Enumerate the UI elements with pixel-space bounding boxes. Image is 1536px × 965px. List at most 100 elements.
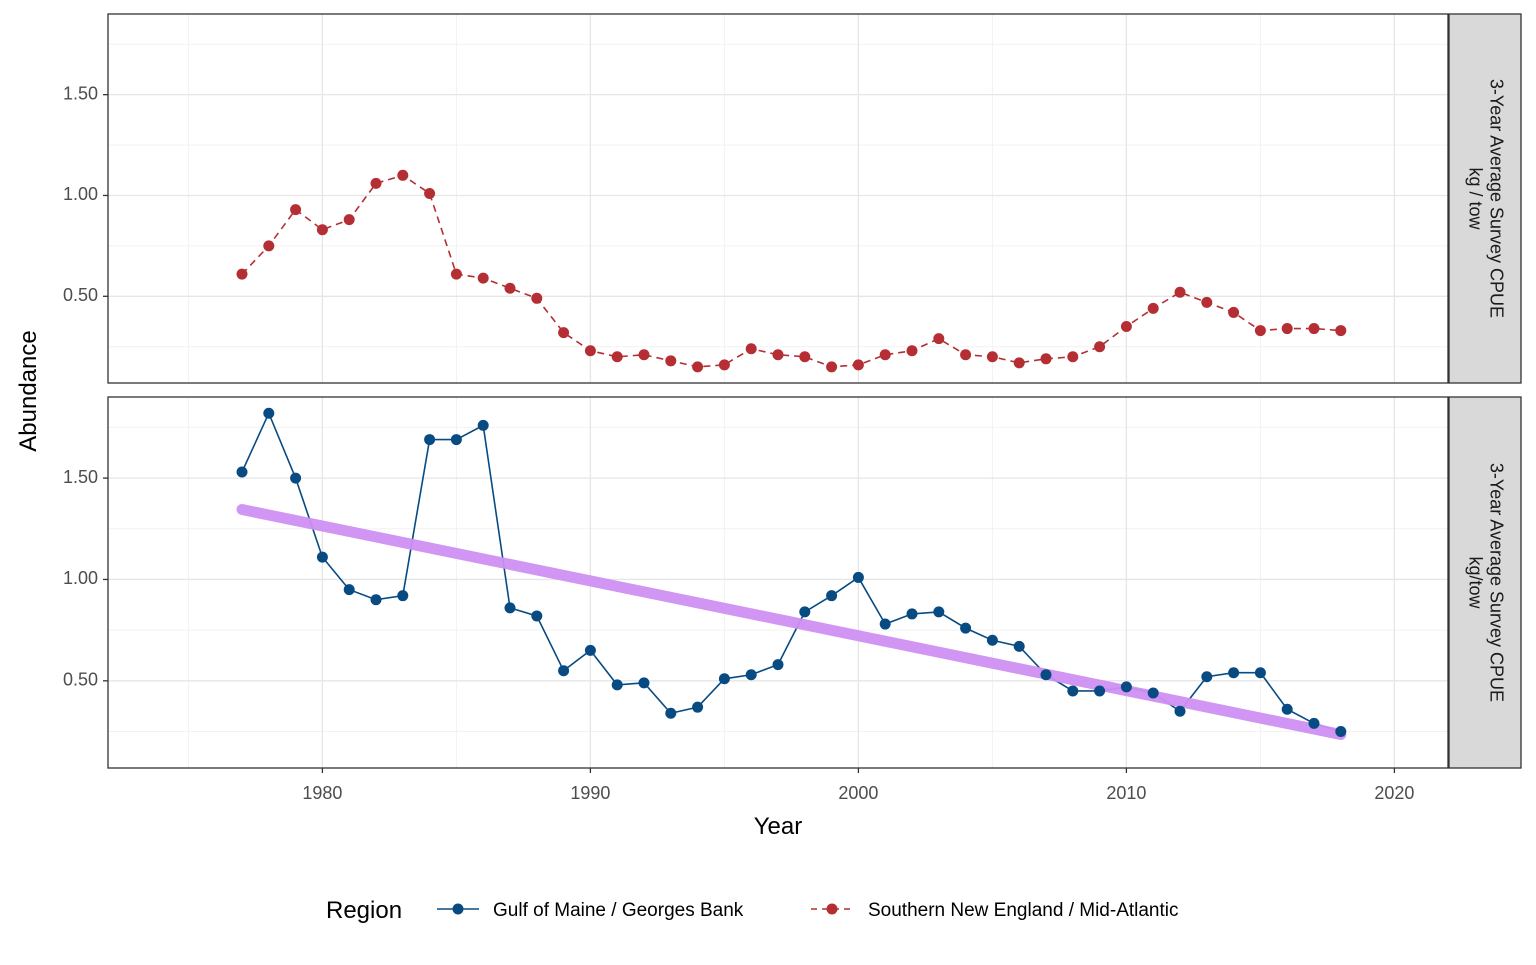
x-tick-label-1990: 1990	[570, 783, 610, 803]
point-0-1997	[772, 349, 784, 361]
point-0-2014	[1228, 306, 1240, 318]
point-1-2008	[1067, 685, 1079, 697]
x-tick-label-2010: 2010	[1106, 783, 1146, 803]
panel-bottom-strip-label-line1: 3-Year Average Survey CPUE	[1486, 463, 1506, 702]
point-1-2011	[1147, 687, 1159, 699]
point-1-2000	[852, 571, 864, 583]
point-1-2004	[960, 622, 972, 634]
point-1-1987	[504, 602, 516, 614]
point-0-2000	[852, 359, 864, 371]
point-0-1989	[558, 327, 570, 339]
point-1-1979	[290, 472, 302, 484]
x-tick-label-2020: 2020	[1374, 783, 1414, 803]
x-tick-label-2000: 2000	[838, 783, 878, 803]
legend-key-southern-new-england	[811, 903, 853, 915]
point-0-2016	[1281, 323, 1293, 335]
point-0-1983	[397, 169, 409, 181]
point-1-2013	[1201, 671, 1213, 683]
point-1-1998	[799, 606, 811, 618]
point-0-2011	[1147, 302, 1159, 314]
point-0-1980	[316, 224, 328, 236]
point-0-1998	[799, 351, 811, 363]
point-0-1979	[290, 204, 302, 216]
panel-bottom-strip: 3-Year Average Survey CPUE kg/tow	[1448, 396, 1522, 769]
point-0-2012	[1174, 286, 1186, 298]
y-tick-label-1-2: 1.50	[63, 467, 98, 487]
point-0-1986	[477, 272, 489, 284]
legend-label-southern-new-england: Southern New England / Mid-Atlantic	[868, 900, 1179, 921]
point-0-2010	[1120, 321, 1132, 333]
panel-top-background	[108, 14, 1448, 383]
y-tick-label-0-1: 1.00	[63, 184, 98, 204]
point-0-1981	[343, 214, 355, 226]
y-tick-label-0-0: 0.50	[63, 285, 98, 305]
point-0-2013	[1201, 296, 1213, 308]
y-tick-label-1-1: 1.00	[63, 568, 98, 588]
x-axis-title: Year	[754, 813, 803, 840]
point-0-1990	[584, 345, 596, 357]
point-0-1985	[450, 268, 462, 280]
panel-top-strip-label-line2: kg / tow	[1465, 167, 1485, 230]
point-0-1994	[692, 361, 704, 373]
point-1-1993	[665, 707, 677, 719]
point-1-1986	[477, 419, 489, 431]
legend-key-gulf-of-maine	[437, 903, 479, 915]
point-1-2002	[906, 608, 918, 620]
point-0-1977	[236, 268, 248, 280]
point-1-2009	[1094, 685, 1106, 697]
panel-bottom-strip-box	[1448, 396, 1522, 769]
point-1-1985	[450, 434, 462, 446]
point-1-1984	[424, 434, 436, 446]
point-1-1977	[236, 466, 248, 478]
x-tick-label-1980: 1980	[302, 783, 342, 803]
point-0-2001	[879, 349, 891, 361]
point-0-1978	[263, 240, 275, 252]
point-0-1984	[424, 187, 436, 199]
point-0-1999	[826, 361, 838, 373]
point-0-1993	[665, 355, 677, 367]
point-1-1997	[772, 659, 784, 671]
y-tick-label-0-2: 1.50	[63, 83, 98, 103]
point-1-2017	[1308, 717, 1320, 729]
x-axis: 1980 1990 2000 2010 2020	[302, 768, 1414, 803]
panel-top-marks	[236, 169, 1347, 373]
point-0-1995	[718, 359, 730, 371]
panel-top-strip-label-line1: 3-Year Average Survey CPUE	[1486, 79, 1506, 318]
point-1-2005	[986, 634, 998, 646]
point-1-1989	[558, 665, 570, 677]
panel-bottom-border	[107, 396, 1449, 769]
point-0-1987	[504, 282, 516, 294]
point-0-2004	[960, 349, 972, 361]
y-tick-label-1-0: 0.50	[63, 670, 98, 690]
point-1-1992	[638, 677, 650, 689]
point-0-2006	[1013, 357, 1025, 369]
point-0-2009	[1094, 341, 1106, 353]
point-1-2010	[1120, 681, 1132, 693]
point-0-2003	[933, 333, 945, 345]
point-0-1982	[370, 177, 382, 189]
point-0-2002	[906, 345, 918, 357]
point-1-2003	[933, 606, 945, 618]
point-0-2017	[1308, 323, 1320, 335]
point-0-2018	[1335, 325, 1347, 337]
point-1-1994	[692, 701, 704, 713]
panel-top-strip: 3-Year Average Survey CPUE kg / tow	[1448, 13, 1522, 384]
point-0-2015	[1254, 325, 1266, 337]
point-1-1981	[343, 584, 355, 596]
point-0-2007	[1040, 353, 1052, 365]
point-0-1992	[638, 349, 650, 361]
legend-label-gulf-of-maine: Gulf of Maine / Georges Bank	[493, 900, 744, 921]
panel-top-y-axis: 0.50 1.00 1.50	[63, 83, 108, 305]
point-1-2018	[1335, 726, 1347, 738]
point-0-2008	[1067, 351, 1079, 363]
point-1-1996	[745, 669, 757, 681]
point-0-1996	[745, 343, 757, 355]
point-1-1991	[611, 679, 623, 691]
panel-bottom: 3-Year Average Survey CPUE kg/tow 0.50 1.…	[63, 396, 1522, 769]
point-1-2001	[879, 618, 891, 630]
point-0-1988	[531, 292, 543, 304]
panel-top-strip-box	[1448, 13, 1522, 384]
point-1-1999	[826, 590, 838, 602]
